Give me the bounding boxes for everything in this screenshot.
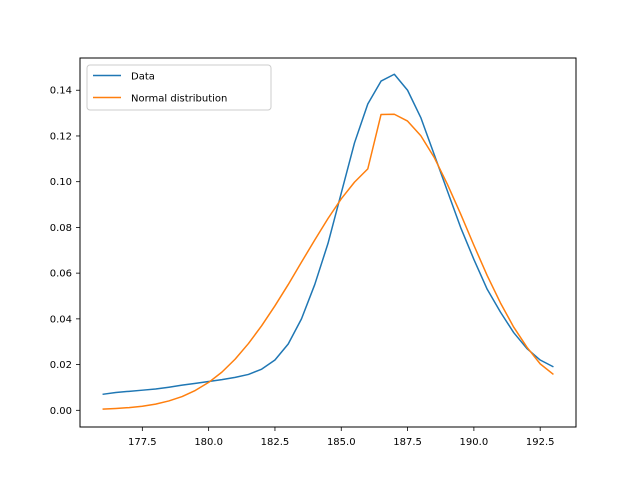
plot-frame bbox=[79, 57, 577, 428]
x-tick-label: 187.5 bbox=[393, 437, 422, 448]
x-tick-label: 185.0 bbox=[327, 437, 356, 448]
x-tick-label: 180.0 bbox=[194, 437, 223, 448]
legend-label-normal: Normal distribution bbox=[131, 94, 227, 105]
x-tick-label: 177.5 bbox=[128, 437, 157, 448]
x-tick-label: 182.5 bbox=[261, 437, 290, 448]
legend-box bbox=[86, 64, 272, 111]
y-tick-label: 0.08 bbox=[50, 223, 72, 234]
y-tick-label: 0.10 bbox=[50, 177, 72, 188]
y-tick-label: 0.02 bbox=[50, 360, 72, 371]
y-tick-label: 0.12 bbox=[50, 131, 72, 142]
axis-layer: 177.5 180.0 182.5 185.0 187.5 190.0 192.5 0.00 0… bbox=[50, 86, 555, 448]
legend-label-data: Data bbox=[131, 72, 155, 83]
legend: Data Normal distribution bbox=[86, 64, 272, 111]
series-line-normal-distribution bbox=[102, 113, 554, 410]
series-layer bbox=[102, 73, 554, 410]
y-tick-label: 0.06 bbox=[50, 269, 72, 280]
x-tick-label: 190.0 bbox=[460, 437, 489, 448]
y-tick-label: 0.14 bbox=[50, 86, 72, 97]
y-tick-label: 0.00 bbox=[50, 406, 72, 417]
y-tick-label: 0.04 bbox=[50, 314, 72, 325]
series-line-data bbox=[102, 73, 554, 396]
x-tick-label: 192.5 bbox=[526, 437, 555, 448]
